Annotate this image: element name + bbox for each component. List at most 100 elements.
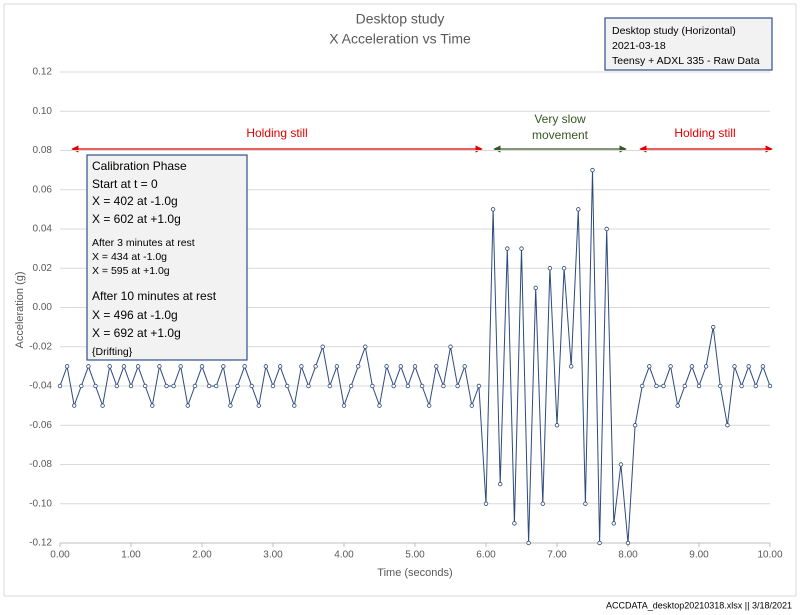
calibration-text: After 3 minutes at rest	[92, 237, 195, 249]
info-text: 2021-03-18	[612, 40, 666, 52]
calibration-box-frame	[86, 154, 248, 361]
data-point	[412, 364, 418, 369]
data-point	[206, 383, 212, 389]
data-point	[561, 266, 567, 271]
data-point	[711, 324, 716, 330]
data-point	[526, 540, 531, 546]
y-tick-label: -0.10	[29, 498, 52, 509]
x-tick-label: 0.00	[50, 550, 70, 561]
data-point	[107, 364, 112, 369]
data-point	[668, 364, 673, 369]
y-tick-label: 0.00	[33, 302, 53, 313]
footer: ACCDATA_desktop20210318.xlsx || 3/18/202…	[606, 600, 792, 610]
data-point	[398, 364, 403, 369]
calibration-text: Start at t = 0	[92, 177, 158, 191]
info-box: Desktop study (Horizontal) 2021-03-18 Teen…	[604, 17, 773, 71]
data-point	[654, 383, 659, 389]
data-point	[164, 383, 169, 389]
y-tick-label: 0.10	[33, 106, 53, 117]
chart-title: X Acceleration vs Time	[329, 31, 471, 47]
data-point	[377, 403, 382, 408]
y-tick-label: -0.12	[29, 538, 52, 549]
data-point	[327, 383, 332, 389]
data-point	[57, 383, 63, 389]
data-point	[192, 383, 198, 389]
data-point	[739, 383, 744, 389]
data-point	[469, 403, 474, 408]
data-point	[157, 364, 162, 369]
data-point	[682, 383, 687, 389]
data-point	[242, 364, 247, 369]
y-tick-label: -0.02	[29, 341, 52, 352]
data-point	[434, 364, 439, 369]
data-point	[341, 403, 347, 408]
calibration-text: X = 496 at -1.0g	[92, 308, 178, 322]
data-point	[199, 364, 205, 369]
y-tick-label: 0.06	[33, 184, 53, 195]
calibration-text: X = 602 at +1.0g	[92, 212, 181, 226]
calibration-text: X = 595 at +1.0g	[92, 265, 170, 277]
x-tick-label: 1.00	[121, 550, 141, 561]
data-point	[356, 364, 361, 369]
data-point	[746, 364, 751, 369]
chart-title: Desktop study	[356, 11, 445, 27]
data-point	[576, 207, 581, 212]
annotation: movement	[532, 128, 589, 142]
data-point	[277, 364, 283, 369]
data-point	[675, 403, 680, 408]
data-point	[114, 383, 119, 389]
data-point	[760, 364, 766, 369]
y-tick-label: 0.04	[33, 224, 53, 235]
data-point	[519, 246, 524, 251]
data-point	[696, 383, 702, 389]
data-point	[767, 383, 773, 389]
data-point	[100, 403, 105, 408]
calibration-text: X = 434 at -1.0g	[92, 251, 167, 263]
x-tick-label: 9.00	[689, 550, 709, 561]
x-tick-label: 2.00	[192, 550, 212, 561]
data-point	[441, 383, 446, 389]
y-tick-label: -0.08	[29, 459, 52, 470]
info-box-frame	[604, 17, 773, 71]
data-point	[178, 364, 183, 369]
y-tick-label: -0.06	[29, 420, 52, 431]
data-point	[540, 501, 545, 506]
data-point	[306, 383, 311, 389]
data-point	[299, 364, 304, 369]
data-point	[171, 383, 176, 389]
data-point	[661, 383, 666, 389]
data-point	[483, 501, 489, 506]
data-point	[285, 383, 290, 389]
x-tick-label: 6.00	[476, 550, 496, 561]
data-point	[363, 344, 368, 349]
x-axis-label: Time (seconds)	[377, 567, 452, 579]
data-point	[86, 364, 91, 369]
annotation: Holding still	[246, 126, 307, 140]
data-point	[135, 364, 141, 369]
data-point	[597, 540, 602, 546]
data-point	[292, 403, 297, 408]
data-point	[753, 383, 758, 389]
data-point	[725, 423, 730, 428]
data-point	[462, 364, 467, 369]
data-point	[121, 364, 127, 369]
data-point	[64, 364, 70, 369]
data-point	[93, 383, 98, 389]
data-point	[625, 540, 631, 546]
data-point	[71, 403, 77, 408]
data-point	[533, 285, 538, 291]
data-point	[384, 364, 389, 369]
data-point	[490, 207, 496, 212]
data-point	[547, 266, 553, 271]
data-point	[256, 403, 261, 408]
calibration-text: X = 402 at -1.0g	[92, 194, 178, 208]
data-point	[419, 383, 425, 389]
data-point	[455, 383, 460, 389]
data-point	[611, 521, 616, 526]
data-point	[334, 364, 340, 369]
annotation: Very slow	[534, 112, 586, 126]
y-tick-label: -0.04	[29, 381, 52, 392]
data-point	[689, 364, 695, 369]
y-tick-label: 0.02	[33, 263, 53, 274]
x-tick-label: 7.00	[547, 550, 567, 561]
